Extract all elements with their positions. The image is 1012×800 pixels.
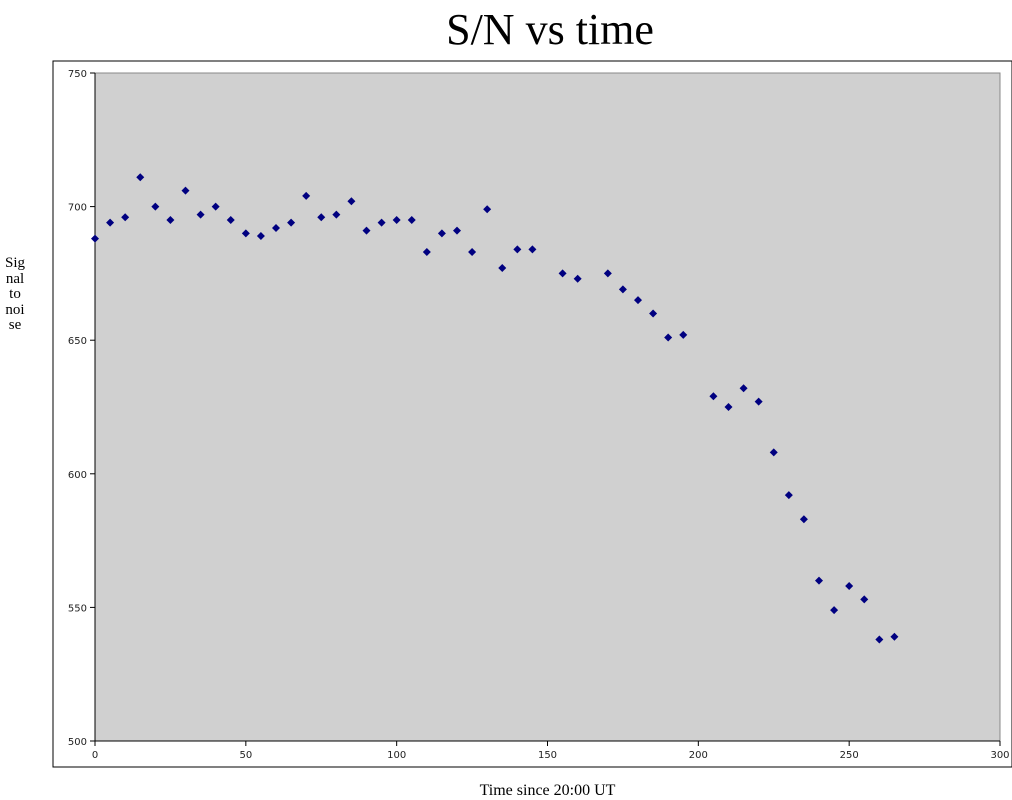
axes: 500 550 600 650 700 750 0 50 100 150 200 250 300 bbox=[68, 69, 1010, 761]
x-axis-label: Time since 20:00 UT bbox=[479, 782, 616, 799]
data-point bbox=[106, 218, 115, 227]
data-point bbox=[437, 229, 446, 238]
data-point bbox=[860, 595, 869, 604]
data-point bbox=[513, 245, 522, 254]
data-point bbox=[845, 582, 854, 591]
data-point bbox=[392, 215, 401, 224]
data-point bbox=[558, 269, 567, 278]
data-point bbox=[875, 635, 884, 644]
data-point bbox=[573, 274, 582, 283]
data-point bbox=[196, 210, 205, 219]
data-point bbox=[830, 606, 839, 615]
x-tick-label: 250 bbox=[840, 750, 859, 761]
data-point bbox=[483, 205, 492, 214]
data-point bbox=[241, 229, 250, 238]
data-point bbox=[422, 248, 431, 257]
x-tick-label: 300 bbox=[990, 750, 1009, 761]
data-point bbox=[709, 392, 718, 401]
data-point bbox=[890, 632, 899, 641]
data-point bbox=[91, 234, 99, 243]
x-tick-label: 0 bbox=[92, 750, 98, 761]
y-axis-label: Signal to noise bbox=[4, 255, 28, 334]
y-tick-label: 750 bbox=[68, 69, 87, 80]
data-point bbox=[226, 215, 235, 224]
plot-area bbox=[94, 72, 1001, 742]
data-point bbox=[784, 491, 793, 500]
x-tick-label: 150 bbox=[538, 750, 557, 761]
data-point bbox=[181, 186, 190, 195]
data-point bbox=[603, 269, 612, 278]
data-point bbox=[362, 226, 371, 235]
data-point bbox=[724, 403, 733, 411]
y-tick-label: 700 bbox=[68, 203, 87, 214]
data-point bbox=[256, 231, 265, 240]
data-points bbox=[91, 173, 899, 644]
data-point bbox=[211, 202, 220, 211]
data-point bbox=[618, 285, 627, 294]
data-point bbox=[332, 210, 341, 219]
data-point bbox=[136, 173, 145, 182]
data-point bbox=[799, 515, 808, 524]
data-point bbox=[272, 223, 280, 232]
data-point bbox=[302, 191, 311, 200]
data-point bbox=[151, 202, 160, 211]
data-point bbox=[407, 215, 416, 224]
x-tick-label: 100 bbox=[387, 750, 406, 761]
y-tick-label: 500 bbox=[68, 737, 87, 748]
data-point bbox=[317, 213, 326, 222]
y-tick-label: 550 bbox=[68, 603, 87, 614]
data-point bbox=[754, 397, 763, 406]
data-point bbox=[121, 213, 130, 222]
data-point bbox=[453, 226, 461, 235]
data-point bbox=[664, 333, 673, 342]
data-point bbox=[528, 245, 537, 254]
x-tick-label: 50 bbox=[239, 750, 252, 761]
data-point bbox=[468, 248, 477, 257]
y-tick-label: 600 bbox=[68, 470, 87, 481]
chart-title: S/N vs time bbox=[446, 5, 654, 54]
data-point bbox=[498, 264, 507, 273]
data-point bbox=[769, 448, 778, 457]
x-tick-label: 200 bbox=[689, 750, 708, 761]
y-tick-label: 650 bbox=[68, 336, 87, 347]
data-point bbox=[634, 296, 642, 305]
data-point bbox=[649, 309, 658, 318]
data-point bbox=[347, 197, 356, 206]
data-point bbox=[377, 218, 386, 227]
data-point bbox=[287, 218, 296, 227]
data-point bbox=[679, 330, 688, 339]
data-point bbox=[739, 384, 748, 393]
data-point bbox=[166, 215, 175, 224]
data-point bbox=[815, 576, 823, 585]
